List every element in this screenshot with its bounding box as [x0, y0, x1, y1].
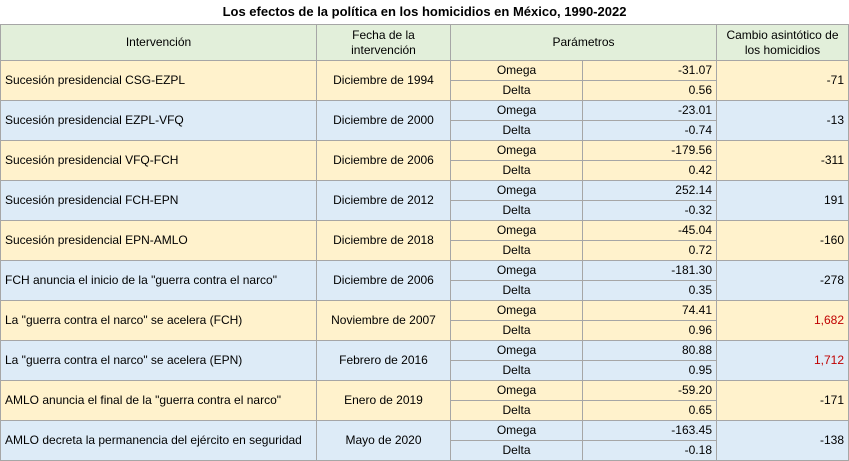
parameter-value: 74.41 — [582, 300, 717, 321]
parameter-value: 0.42 — [582, 160, 717, 181]
table-row: Sucesión presidencial EZPL-VFQ Diciembre … — [0, 100, 849, 141]
change-cell: -13 — [716, 100, 849, 141]
parameter-value: -45.04 — [582, 220, 717, 241]
parameter-label: Delta — [450, 280, 583, 301]
table-row: AMLO decreta la permanencia del ejército… — [0, 420, 849, 461]
table-row: La "guerra contra el narco" se acelera (… — [0, 300, 849, 341]
change-cell: 191 — [716, 180, 849, 221]
date-cell: Diciembre de 2018 — [316, 220, 451, 261]
date-cell: Diciembre de 2006 — [316, 140, 451, 181]
table-row: FCH anuncia el inicio de la "guerra cont… — [0, 260, 849, 301]
parameter-value: 0.35 — [582, 280, 717, 301]
parameter-value: -0.74 — [582, 120, 717, 141]
parameter-value: 0.95 — [582, 360, 717, 381]
parameter-label: Omega — [450, 100, 583, 121]
intervention-cell: La "guerra contra el narco" se acelera (… — [0, 300, 317, 341]
parameter-label: Omega — [450, 60, 583, 81]
table: Intervención Fecha de la intervención Pa… — [0, 24, 849, 461]
parameter-label: Delta — [450, 80, 583, 101]
intervention-cell: AMLO decreta la permanencia del ejército… — [0, 420, 317, 461]
date-cell: Diciembre de 2006 — [316, 260, 451, 301]
table-row: Delta 0.95 — [1, 360, 849, 381]
table-row: Delta -0.74 — [1, 120, 849, 141]
table-row: Sucesión presidencial CSG-EZPL Diciembre … — [0, 60, 849, 101]
parameter-value: 0.56 — [582, 80, 717, 101]
table-row: Sucesión presidencial FCH-EPN Diciembre d… — [0, 180, 849, 221]
parameter-label: Omega — [450, 340, 583, 361]
intervention-cell: La "guerra contra el narco" se acelera (… — [0, 340, 317, 381]
parameter-label: Omega — [450, 140, 583, 161]
table-row: Sucesión presidencial VFQ-FCH Diciembre d… — [0, 140, 849, 181]
table-row: Delta 0.96 — [1, 320, 849, 341]
parameter-value: 0.65 — [582, 400, 717, 421]
parameter-value: 252.14 — [582, 180, 717, 201]
date-cell: Diciembre de 2000 — [316, 100, 451, 141]
parameter-label: Omega — [450, 380, 583, 401]
date-cell: Mayo de 2020 — [316, 420, 451, 461]
parameter-value: -181.30 — [582, 260, 717, 281]
parameter-value: -163.45 — [582, 420, 717, 441]
parameter-label: Delta — [450, 400, 583, 421]
change-cell: -138 — [716, 420, 849, 461]
parameter-label: Delta — [450, 360, 583, 381]
parameter-label: Delta — [450, 240, 583, 261]
parameter-label: Omega — [450, 300, 583, 321]
table-row: Delta 0.72 — [1, 240, 849, 261]
change-cell: -311 — [716, 140, 849, 181]
intervention-cell: FCH anuncia el inicio de la "guerra cont… — [0, 260, 317, 301]
parameter-value: -59.20 — [582, 380, 717, 401]
parameter-label: Omega — [450, 420, 583, 441]
parameter-label: Omega — [450, 180, 583, 201]
change-cell: -278 — [716, 260, 849, 301]
change-cell: -171 — [716, 380, 849, 421]
date-cell: Diciembre de 2012 — [316, 180, 451, 221]
intervention-cell: AMLO anuncia el final de la "guerra cont… — [0, 380, 317, 421]
change-cell: -71 — [716, 60, 849, 101]
parameter-value: -0.18 — [582, 440, 717, 461]
change-cell: -160 — [716, 220, 849, 261]
table-row: La "guerra contra el narco" se acelera (… — [0, 340, 849, 381]
date-cell: Noviembre de 2007 — [316, 300, 451, 341]
date-cell: Febrero de 2016 — [316, 340, 451, 381]
header-cell: Fecha de la intervención — [316, 24, 451, 61]
table-row: Delta 0.65 — [1, 400, 849, 421]
parameter-value: -23.01 — [582, 100, 717, 121]
parameter-value: -179.56 — [582, 140, 717, 161]
parameter-label: Delta — [450, 160, 583, 181]
header-cell: Cambio asintótico de los homicidios — [716, 24, 849, 61]
header-cell: Parámetros — [450, 24, 717, 61]
parameter-label: Delta — [450, 120, 583, 141]
table-row: Sucesión presidencial EPN-AMLO Diciembre … — [0, 220, 849, 261]
parameter-value: -0.32 — [582, 200, 717, 221]
change-cell: 1,682 — [716, 300, 849, 341]
parameter-label: Omega — [450, 260, 583, 281]
parameter-value: 80.88 — [582, 340, 717, 361]
parameter-value: 0.96 — [582, 320, 717, 341]
parameter-value: -31.07 — [582, 60, 717, 81]
parameter-value: 0.72 — [582, 240, 717, 261]
date-cell: Diciembre de 1994 — [316, 60, 451, 101]
table-row: Delta 0.35 — [1, 280, 849, 301]
parameter-label: Omega — [450, 220, 583, 241]
header-row: Intervención Fecha de la intervención Pa… — [0, 24, 849, 61]
intervention-cell: Sucesión presidencial FCH-EPN — [0, 180, 317, 221]
table-row: AMLO anuncia el final de la "guerra cont… — [0, 380, 849, 421]
table-title: Los efectos de la política en los homici… — [222, 4, 627, 19]
intervention-cell: Sucesión presidencial EZPL-VFQ — [0, 100, 317, 141]
table-row: Delta 0.42 — [1, 160, 849, 181]
parameter-label: Delta — [450, 320, 583, 341]
header-cell: Intervención — [0, 24, 317, 61]
intervention-cell: Sucesión presidencial EPN-AMLO — [0, 220, 317, 261]
parameter-label: Delta — [450, 200, 583, 221]
parameter-label: Delta — [450, 440, 583, 461]
date-cell: Enero de 2019 — [316, 380, 451, 421]
table-row: Delta 0.56 — [1, 80, 849, 101]
intervention-cell: Sucesión presidencial VFQ-FCH — [0, 140, 317, 181]
table-row: Delta -0.18 — [1, 440, 849, 461]
intervention-cell: Sucesión presidencial CSG-EZPL — [0, 60, 317, 101]
change-cell: 1,712 — [716, 340, 849, 381]
